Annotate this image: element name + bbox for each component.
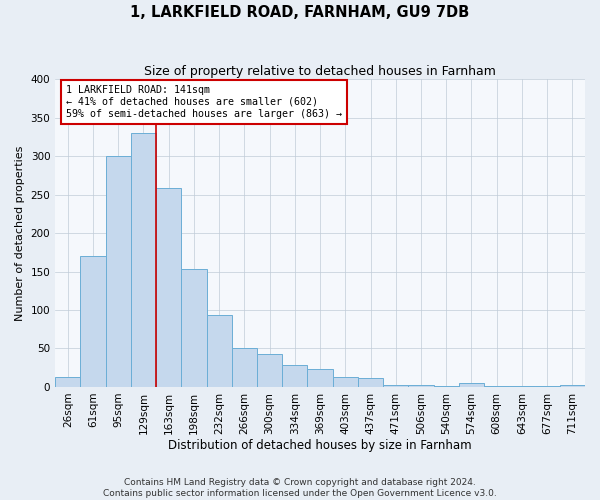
Bar: [535, 386, 560, 387]
Bar: [282, 364, 307, 387]
Bar: [257, 354, 282, 387]
Bar: [206, 316, 232, 387]
Bar: [409, 386, 434, 387]
Bar: [80, 256, 106, 387]
Bar: [383, 386, 409, 387]
Bar: [459, 383, 484, 387]
Bar: [156, 188, 181, 387]
Bar: [55, 377, 80, 387]
Text: 1 LARKFIELD ROAD: 141sqm
← 41% of detached houses are smaller (602)
59% of semi-: 1 LARKFIELD ROAD: 141sqm ← 41% of detach…: [66, 86, 342, 118]
X-axis label: Distribution of detached houses by size in Farnham: Distribution of detached houses by size …: [168, 440, 472, 452]
Bar: [560, 384, 585, 387]
Bar: [509, 386, 535, 387]
Y-axis label: Number of detached properties: Number of detached properties: [15, 146, 25, 321]
Bar: [307, 370, 332, 387]
Bar: [181, 269, 206, 387]
Text: 1, LARKFIELD ROAD, FARNHAM, GU9 7DB: 1, LARKFIELD ROAD, FARNHAM, GU9 7DB: [130, 5, 470, 20]
Bar: [434, 386, 459, 387]
Bar: [131, 133, 156, 387]
Bar: [358, 378, 383, 387]
Bar: [484, 386, 509, 387]
Bar: [106, 156, 131, 387]
Bar: [232, 348, 257, 387]
Text: Contains HM Land Registry data © Crown copyright and database right 2024.
Contai: Contains HM Land Registry data © Crown c…: [103, 478, 497, 498]
Bar: [332, 377, 358, 387]
Title: Size of property relative to detached houses in Farnham: Size of property relative to detached ho…: [144, 65, 496, 78]
